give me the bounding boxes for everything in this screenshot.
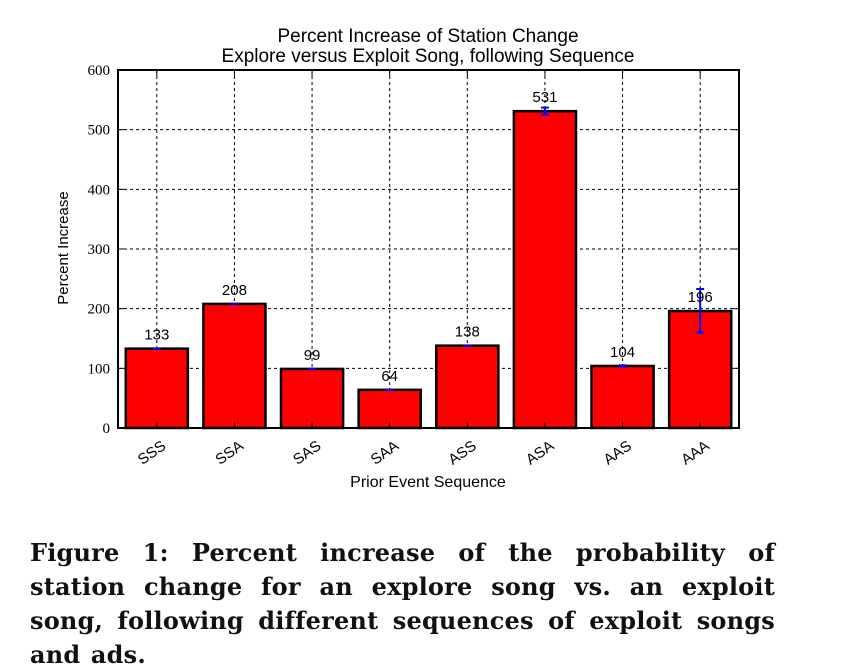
value-label: 64	[381, 368, 398, 385]
bar-sas	[279, 367, 345, 430]
x-tick-label: ASA	[523, 437, 557, 468]
y-tick-label: 400	[88, 182, 111, 198]
x-tick-label: ASS	[445, 437, 479, 468]
x-tick-label: SSS	[135, 437, 169, 468]
y-tick-label: 0	[103, 421, 111, 437]
bar-chart: 133 208 99 64 138 531 104 196 0 100 200 300 400 500 6…	[55, 26, 740, 491]
x-axis-label: Prior Event Sequence	[350, 474, 506, 491]
value-label: 138	[455, 324, 480, 341]
chart-subtitle: Explore versus Exploit Song, following S…	[222, 46, 635, 67]
y-tick-label: 500	[88, 123, 111, 139]
x-tick-label: AAS	[601, 437, 635, 468]
x-tick-label: SAS	[290, 437, 324, 468]
bar-aas	[590, 364, 655, 430]
value-label: 99	[304, 347, 321, 364]
value-label: 133	[144, 327, 169, 344]
value-label: 531	[532, 89, 557, 106]
bar-asa	[512, 109, 578, 430]
error-bars	[152, 106, 705, 391]
value-label: 104	[610, 344, 635, 361]
y-axis-label: Percent Increase	[55, 191, 72, 304]
x-tick-label: SSA	[212, 437, 246, 468]
figure-caption: Figure 1: Percent increase of the probab…	[30, 538, 775, 669]
value-label: 208	[222, 282, 247, 299]
bars	[124, 109, 733, 430]
y-tick-label: 300	[88, 242, 111, 258]
bar-saa	[357, 388, 422, 430]
bar-ssa	[202, 302, 267, 430]
bar-sss	[124, 347, 190, 430]
y-tick-label: 200	[88, 302, 111, 318]
bar-ass	[435, 344, 500, 430]
x-tick-label: SAA	[368, 437, 402, 468]
value-label: 196	[688, 289, 713, 306]
y-tick-label: 100	[88, 361, 111, 377]
value-labels: 133 208 99 64 138 531 104 196	[144, 89, 712, 385]
chart-title: Percent Increase of Station Change	[277, 26, 578, 47]
y-tick-label: 600	[88, 63, 111, 79]
x-tick-label: AAA	[678, 437, 712, 468]
y-axis-ticks: 0 100 200 300 400 500 600	[88, 63, 739, 437]
